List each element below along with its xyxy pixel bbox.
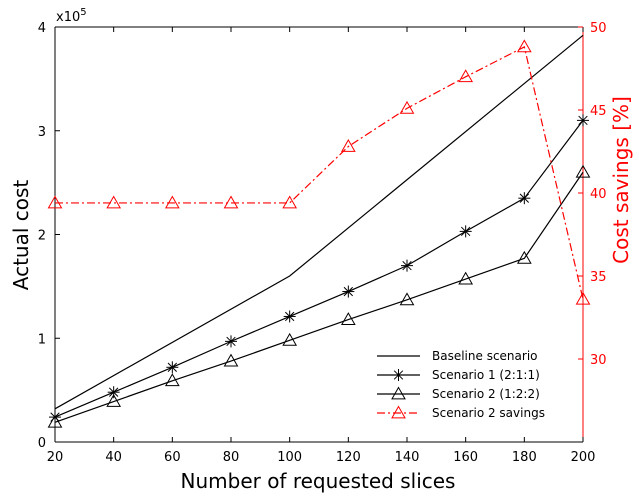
series-3 — [47, 164, 591, 428]
legend-entry: Scenario 2 savings — [377, 405, 545, 420]
series-line — [55, 46, 584, 300]
series-point — [399, 292, 415, 306]
y2-tick-label: 40 — [590, 187, 607, 202]
series-layer — [47, 34, 591, 428]
series-point — [166, 361, 179, 374]
series-line — [54, 171, 584, 423]
x-axis-title: Number of requested slices — [181, 469, 456, 493]
series-point — [164, 195, 180, 209]
series-point — [282, 195, 298, 209]
series-point — [575, 164, 591, 178]
legend: Baseline scenario Scenario 1 (2:1:1) Scena… — [370, 345, 578, 422]
x-tick-label: 200 — [571, 450, 596, 465]
x-tick-label: 60 — [164, 450, 181, 465]
legend-box — [370, 345, 578, 422]
series-point — [459, 225, 472, 238]
x-tick-label: 40 — [105, 450, 122, 465]
y2-tick-label: 50 — [590, 21, 607, 36]
y-axis-title: Actual cost — [9, 180, 33, 291]
x-tick-label: 100 — [277, 450, 302, 465]
series-point — [516, 39, 532, 53]
series-point — [107, 386, 120, 399]
legend-marker — [391, 405, 406, 419]
y-axis-ticks: 0 1 2 3 4 — [38, 21, 60, 451]
series-point — [106, 394, 122, 407]
series-1 — [54, 34, 584, 410]
y2-tick-label: 45 — [590, 104, 607, 119]
series-point — [223, 353, 239, 367]
series-point — [518, 192, 531, 205]
x-axis-ticks: 20 40 60 80 100 120 140 160 180 200 — [47, 27, 596, 465]
y2-tick-label: 35 — [590, 270, 607, 285]
legend-label: Baseline scenario — [432, 349, 538, 363]
legend-marker — [392, 369, 405, 381]
series-point — [225, 335, 237, 348]
series-point — [577, 114, 589, 127]
y-axis-multiplier: x105 — [56, 7, 87, 25]
series-point — [340, 312, 356, 325]
x-tick-label: 80 — [223, 450, 240, 465]
x-tick-label: 160 — [453, 450, 478, 465]
series-line — [54, 34, 584, 410]
y-tick-label: 0 — [38, 436, 46, 451]
legend-label: Scenario 2 savings — [432, 406, 545, 420]
y2-tick-label: 30 — [590, 353, 607, 368]
series-point — [47, 414, 63, 428]
series-point — [282, 332, 298, 346]
series-4 — [47, 39, 591, 305]
series-point — [164, 373, 180, 387]
series-point — [516, 250, 532, 264]
series-point — [283, 310, 296, 323]
y-axis-multiplier-exponent: 5 — [80, 7, 86, 18]
series-point — [399, 100, 415, 114]
series-point — [340, 139, 356, 152]
series-point — [458, 271, 474, 285]
x-tick-label: 180 — [512, 450, 537, 465]
series-point — [223, 195, 239, 209]
series-line — [54, 120, 584, 418]
y-tick-label: 2 — [38, 229, 46, 244]
x-tick-label: 140 — [395, 450, 420, 465]
legend-label: Scenario 2 (1:2:2) — [432, 387, 540, 401]
series-point — [575, 291, 591, 305]
series-point — [401, 259, 413, 272]
legend-entry: Baseline scenario — [377, 349, 538, 363]
legend-label: Scenario 1 (2:1:1) — [432, 368, 540, 382]
y-tick-label: 1 — [38, 332, 46, 347]
legend-entry: Scenario 1 (2:1:1) — [377, 368, 540, 382]
y-axis-multiplier-base: x10 — [56, 10, 80, 25]
series-point — [458, 69, 474, 83]
y-tick-label: 4 — [38, 21, 46, 36]
y2-axis-title: Cost savings [%] — [609, 96, 633, 264]
x-tick-label: 20 — [47, 450, 64, 465]
series-point — [47, 195, 63, 209]
series-2 — [49, 114, 589, 424]
x-tick-label: 120 — [336, 450, 361, 465]
y2-axis-ticks: 30 35 40 45 50 — [578, 21, 607, 368]
legend-entry: Scenario 2 (1:2:2) — [377, 386, 540, 401]
legend-marker — [391, 386, 406, 400]
series-point — [342, 285, 355, 298]
y-tick-label: 3 — [38, 125, 46, 140]
series-point — [106, 195, 122, 209]
